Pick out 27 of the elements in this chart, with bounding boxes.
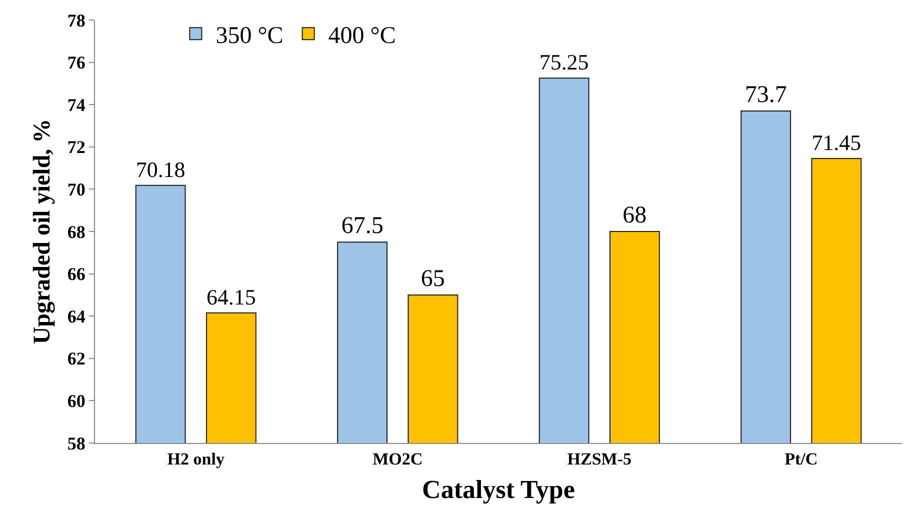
x-tick-label: HZSM-5 xyxy=(567,449,632,468)
data-label: 75.25 xyxy=(539,50,589,75)
data-label: 67.5 xyxy=(341,213,384,240)
data-label: 73.7 xyxy=(744,82,787,108)
y-tick-label: 62 xyxy=(67,348,86,369)
y-tick-label: 58 xyxy=(67,433,86,454)
legend-label: 350 °C xyxy=(216,23,284,49)
y-tick-label: 70 xyxy=(67,180,86,200)
y-tick-label: 66 xyxy=(67,264,86,284)
y-tick-label: 76 xyxy=(67,52,86,73)
y-tick-label: 78 xyxy=(67,10,86,30)
y-tick-label: 72 xyxy=(67,137,86,158)
y-tick-label: 60 xyxy=(67,391,86,411)
data-label: 68 xyxy=(622,202,647,228)
data-label: 70.18 xyxy=(136,156,186,182)
data-label: 65 xyxy=(420,266,445,292)
y-axis-title: Upgraded oil yield, % xyxy=(30,118,56,344)
x-tick-label: Pt/C xyxy=(784,449,818,468)
y-tick-label: 64 xyxy=(67,306,86,326)
data-label: 71.45 xyxy=(812,130,862,156)
x-axis-title: Catalyst Type xyxy=(422,475,575,504)
data-label: 64.15 xyxy=(206,284,256,310)
y-tick-label: 68 xyxy=(67,222,86,242)
x-tick-label: MO2C xyxy=(372,449,423,468)
x-tick-label: H2 only xyxy=(167,449,225,468)
y-tick-label: 74 xyxy=(67,94,86,115)
legend-label: 400 °C xyxy=(328,23,396,49)
